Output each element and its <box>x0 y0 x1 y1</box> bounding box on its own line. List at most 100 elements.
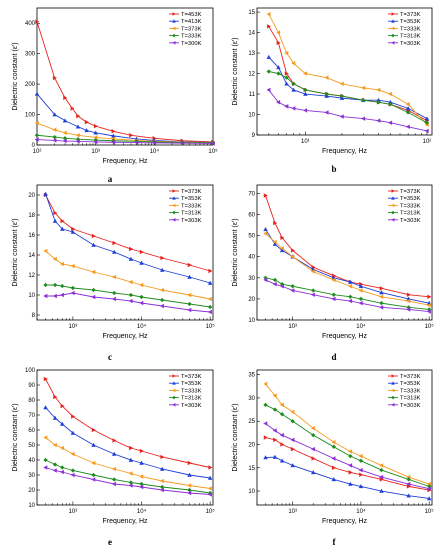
data-point <box>324 91 330 97</box>
series-T=353K: T=353K <box>263 381 432 501</box>
y-tick-label: 20 <box>248 442 255 448</box>
data-point <box>187 301 192 307</box>
data-point <box>266 69 271 74</box>
data-point <box>111 477 117 482</box>
data-point <box>424 116 430 121</box>
data-point <box>139 260 144 265</box>
y-tick-label: 60 <box>248 213 255 219</box>
data-point <box>52 138 57 143</box>
data-point <box>187 262 192 268</box>
data-point <box>93 130 98 135</box>
series-line <box>268 13 428 126</box>
data-point <box>43 376 48 382</box>
data-point <box>405 106 411 111</box>
data-point <box>210 141 215 146</box>
legend-marker <box>391 196 395 200</box>
legend-marker <box>172 210 176 215</box>
legend-label: T=333K <box>181 203 202 209</box>
y-tick-label: 30 <box>28 473 35 479</box>
data-point <box>75 124 81 129</box>
legend-label: T=353K <box>400 19 421 25</box>
series-line <box>265 423 430 490</box>
plot-frame <box>36 369 214 506</box>
data-point <box>331 444 336 450</box>
data-point <box>331 439 336 445</box>
y-tick-label: 10 <box>248 113 255 119</box>
data-point <box>43 293 48 299</box>
legend-label: T=373K <box>181 189 202 195</box>
series-line <box>36 122 214 144</box>
series-T=353K: T=353K <box>43 191 213 285</box>
series-T=333K: T=333K <box>43 203 212 302</box>
data-point <box>160 255 165 261</box>
data-point <box>53 210 58 216</box>
y-tick-label: 10 <box>28 503 35 509</box>
legend-marker <box>172 388 176 393</box>
data-point <box>263 226 268 232</box>
series-line <box>265 404 430 487</box>
data-point <box>139 294 144 300</box>
data-point <box>93 139 98 145</box>
y-tick-label: 200 <box>25 82 36 88</box>
data-point <box>91 442 96 447</box>
data-point <box>311 432 316 438</box>
y-tick-label: 10 <box>248 318 255 324</box>
data-point <box>111 140 116 145</box>
data-point <box>406 481 411 487</box>
data-point <box>91 294 96 300</box>
panel-c: 8 10 12 14 16 18 20 10³ 10⁴ 10⁵ Frequency, Hz Diele… <box>12 184 216 362</box>
y-tick-label: 20 <box>28 193 35 199</box>
data-point <box>331 296 336 302</box>
y-tick-label: 400 <box>25 21 36 27</box>
data-point <box>139 300 144 306</box>
data-point <box>303 91 308 96</box>
data-point <box>284 81 289 86</box>
y-tick-label: 20 <box>248 297 255 303</box>
data-point <box>159 303 164 309</box>
data-point <box>160 454 165 460</box>
data-point <box>290 463 295 468</box>
series-T=353K: T=353K <box>43 381 213 480</box>
data-point <box>263 455 268 460</box>
series-T=333K: T=333K <box>43 388 212 491</box>
legend-label: T=303K <box>400 41 421 47</box>
data-point <box>128 298 133 304</box>
panel-letter: e <box>108 537 112 547</box>
data-point <box>263 381 268 387</box>
data-point <box>272 241 278 246</box>
series-line <box>265 233 430 306</box>
data-point <box>266 11 271 17</box>
data-point <box>280 442 285 447</box>
data-point <box>266 54 272 59</box>
panel-b: 9 10 11 12 13 14 15 10¹ 10² Frequency, Hz Dielectr… <box>232 7 433 174</box>
data-point <box>43 282 48 288</box>
x-tick-label: 10⁵ <box>206 323 216 330</box>
series-T=333K: T=333K <box>263 203 431 308</box>
data-point <box>279 432 284 438</box>
data-point <box>358 467 363 473</box>
data-point <box>71 226 76 232</box>
y-tick-label: 11 <box>249 92 256 98</box>
series-T=453K: T=453K <box>35 12 216 145</box>
data-point <box>290 248 295 253</box>
legend-label: T=303K <box>400 403 421 409</box>
y-tick-label: 13 <box>248 51 255 57</box>
series-line <box>268 71 428 124</box>
data-point <box>290 254 295 259</box>
series-T=313K: T=313K <box>263 211 432 312</box>
data-point <box>159 287 164 293</box>
data-point <box>111 290 117 296</box>
y-tick-label: 70 <box>28 413 35 419</box>
x-tick-label: 10² <box>423 139 432 145</box>
legend-label: T=333K <box>400 388 421 394</box>
data-point <box>406 292 411 297</box>
y-tick-label: 50 <box>248 234 255 240</box>
data-point <box>290 409 295 415</box>
series-line <box>36 139 214 144</box>
legend-label: T=353K <box>400 381 421 387</box>
legend-marker <box>172 26 176 31</box>
data-point <box>331 277 336 283</box>
data-point <box>290 288 295 293</box>
legend-marker <box>391 374 395 378</box>
legend-marker <box>172 12 176 16</box>
